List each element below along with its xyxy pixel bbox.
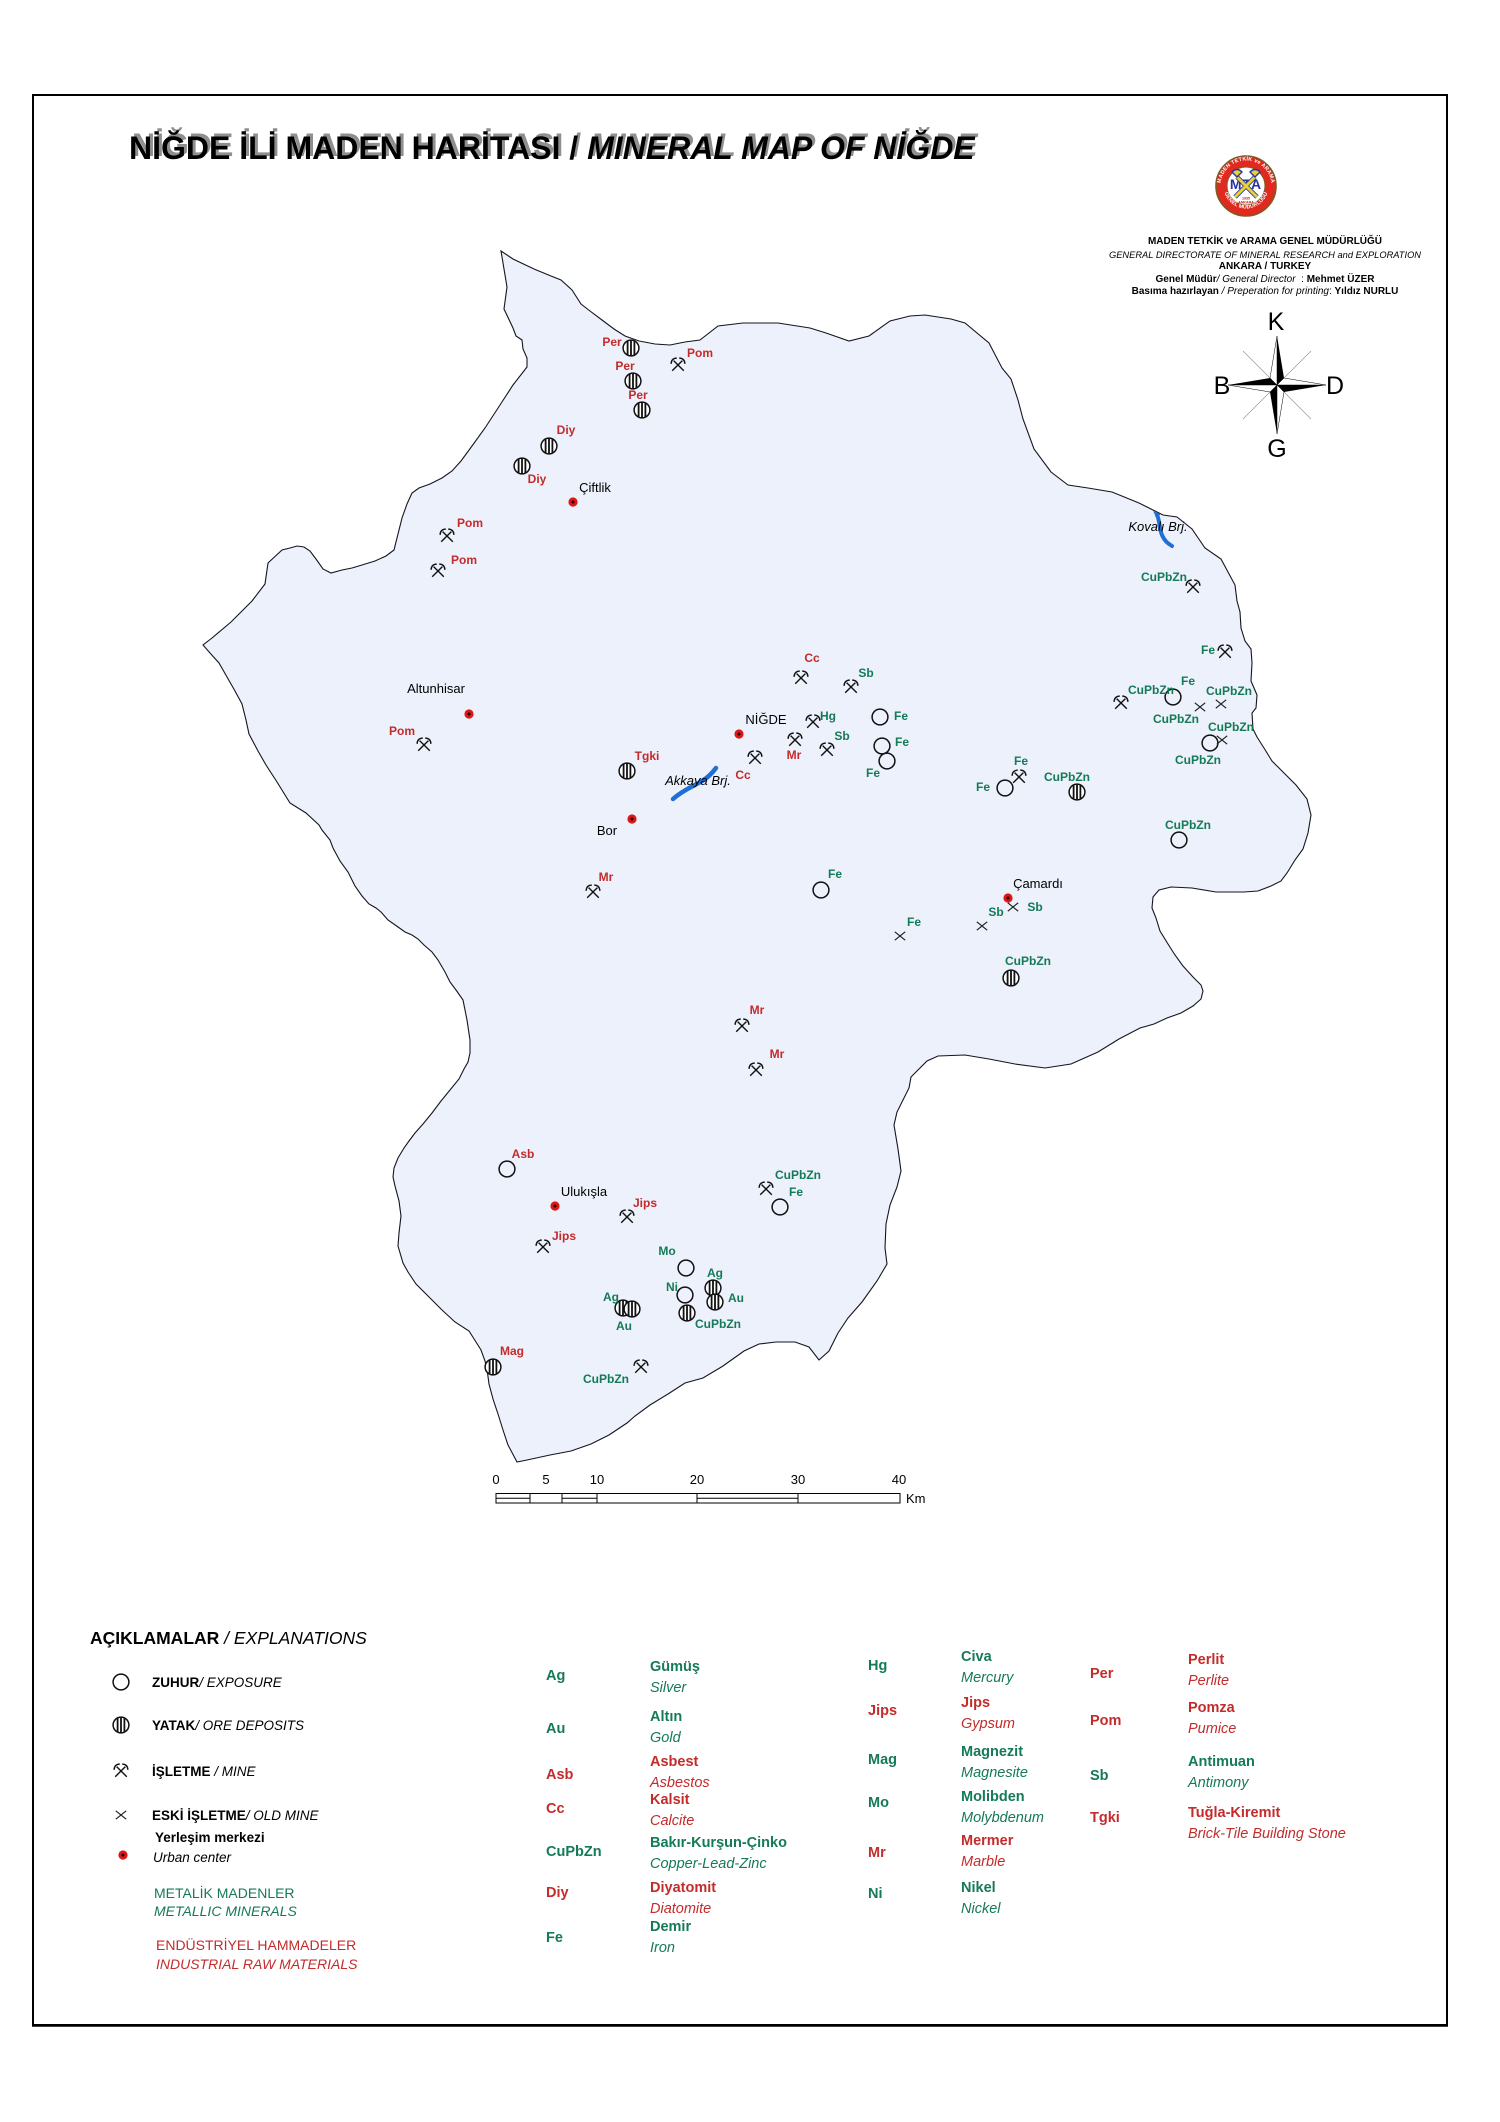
svg-text:Pom: Pom (457, 516, 483, 530)
svg-text:Pom: Pom (687, 346, 713, 360)
svg-text:CuPbZn: CuPbZn (1005, 954, 1051, 968)
svg-text:CuPbZn: CuPbZn (775, 1168, 821, 1182)
svg-text:Fe: Fe (1014, 754, 1028, 768)
svg-text:Fe: Fe (866, 766, 880, 780)
svg-text:CuPbZn: CuPbZn (1175, 753, 1221, 767)
svg-text:Jips: Jips (633, 1196, 657, 1210)
svg-text:NİĞDE: NİĞDE (745, 712, 787, 727)
svg-text:Au: Au (728, 1291, 744, 1305)
svg-text:0: 0 (492, 1472, 499, 1487)
svg-text:20: 20 (690, 1472, 704, 1487)
svg-text:Asb: Asb (512, 1147, 535, 1161)
svg-text:Mr: Mr (750, 1003, 765, 1017)
svg-text:Fe: Fe (907, 915, 921, 929)
svg-text:30: 30 (791, 1472, 805, 1487)
svg-text:Ulukışla: Ulukışla (561, 1184, 608, 1199)
svg-text:CuPbZn: CuPbZn (583, 1372, 629, 1386)
svg-text:Tgki: Tgki (635, 749, 660, 763)
svg-text:Jips: Jips (552, 1229, 576, 1243)
svg-text:Fe: Fe (895, 735, 909, 749)
svg-text:Cc: Cc (804, 651, 820, 665)
svg-text:5: 5 (542, 1472, 549, 1487)
svg-text:Mr: Mr (787, 748, 802, 762)
svg-text:Fe: Fe (1201, 643, 1215, 657)
svg-text:CuPbZn: CuPbZn (1206, 684, 1252, 698)
svg-text:Ni: Ni (666, 1280, 678, 1294)
svg-text:Ag: Ag (707, 1266, 723, 1280)
svg-text:Bor: Bor (597, 823, 618, 838)
svg-text:CuPbZn: CuPbZn (1165, 818, 1211, 832)
svg-text:Per: Per (615, 359, 635, 373)
svg-text:Cc: Cc (735, 768, 751, 782)
svg-text:CuPbZn: CuPbZn (1141, 570, 1187, 584)
svg-text:Diy: Diy (528, 472, 547, 486)
svg-text:Pom: Pom (389, 724, 415, 738)
svg-text:Pom: Pom (451, 553, 477, 567)
svg-text:Per: Per (628, 388, 648, 402)
svg-text:Sb: Sb (858, 666, 873, 680)
svg-text:Çamardı: Çamardı (1013, 876, 1063, 891)
svg-text:Diy: Diy (557, 423, 576, 437)
svg-text:40: 40 (892, 1472, 906, 1487)
svg-text:Au: Au (616, 1319, 632, 1333)
svg-text:CuPbZn: CuPbZn (1208, 720, 1254, 734)
svg-text:Hg: Hg (820, 709, 836, 723)
svg-text:10: 10 (590, 1472, 604, 1487)
svg-text:B: B (1214, 372, 1231, 400)
svg-text:Per: Per (602, 335, 622, 349)
svg-text:Fe: Fe (1181, 674, 1195, 688)
svg-text:Mr: Mr (599, 870, 614, 884)
svg-text:Fe: Fe (976, 780, 990, 794)
svg-text:Km: Km (906, 1491, 926, 1506)
svg-text:Akkaya Brj.: Akkaya Brj. (664, 773, 731, 788)
svg-text:CuPbZn: CuPbZn (1044, 770, 1090, 784)
svg-text:1935: 1935 (1242, 197, 1250, 201)
svg-text:ANKARA: ANKARA (1238, 201, 1254, 205)
svg-text:K: K (1268, 308, 1285, 336)
svg-text:Fe: Fe (828, 867, 842, 881)
svg-text:Ag: Ag (603, 1290, 619, 1304)
svg-text:D: D (1326, 372, 1344, 400)
svg-text:G: G (1267, 435, 1286, 463)
svg-text:CuPbZn: CuPbZn (1128, 683, 1174, 697)
svg-text:Altunhisar: Altunhisar (407, 681, 465, 696)
svg-text:CuPbZn: CuPbZn (695, 1317, 741, 1331)
svg-text:Fe: Fe (894, 709, 908, 723)
svg-text:Mag: Mag (500, 1344, 524, 1358)
svg-text:Sb: Sb (834, 729, 849, 743)
svg-text:Sb: Sb (988, 905, 1003, 919)
svg-text:Mo: Mo (658, 1244, 675, 1258)
svg-text:Çiftlik: Çiftlik (579, 480, 611, 495)
svg-text:Fe: Fe (789, 1185, 803, 1199)
svg-text:Kovalı Brj.: Kovalı Brj. (1128, 519, 1187, 534)
svg-text:CuPbZn: CuPbZn (1153, 712, 1199, 726)
svg-text:Sb: Sb (1027, 900, 1042, 914)
svg-text:Mr: Mr (770, 1047, 785, 1061)
